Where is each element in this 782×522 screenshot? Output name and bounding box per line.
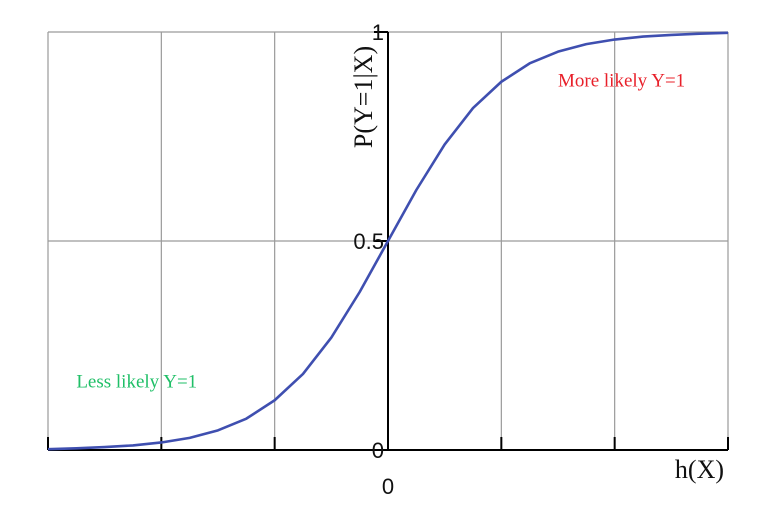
sigmoid-curve [47,31,729,451]
x-tick-label: 0 [382,474,394,499]
annotation-label: More likely Y=1 [558,70,685,91]
annotation-label: Less likely Y=1 [76,371,197,392]
y-tick-label: 0 [372,438,384,463]
y-tick-label: 1 [372,20,384,45]
y-tick-label: 0.5 [353,229,384,254]
labels: 0 0.5 1 0 More likely Y=1 Less likely Y=1 [76,20,685,499]
series-layer [47,31,729,451]
y-axis-label: P(Y=1|X) [349,46,378,148]
x-axis-label: h(X) [675,455,724,484]
axes [47,31,729,451]
